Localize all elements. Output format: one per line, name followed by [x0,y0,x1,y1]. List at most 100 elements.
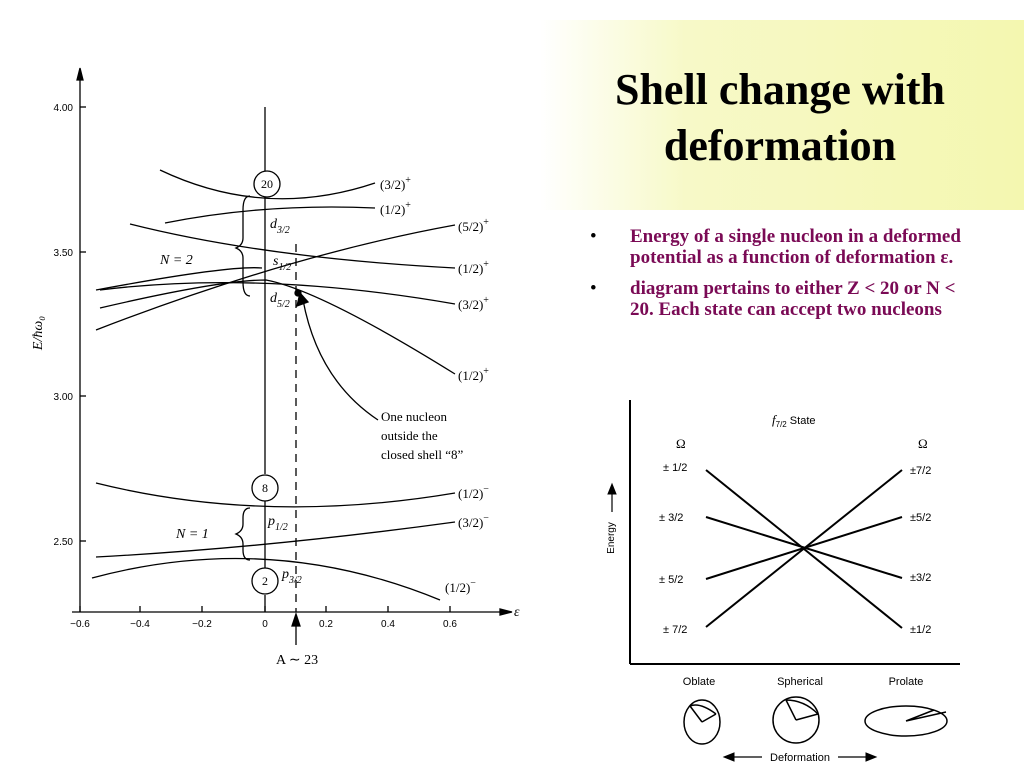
shell-circle-8 [251,474,279,502]
level-label: (1/2)+ [458,366,489,383]
subshell-letter: p [281,567,289,582]
x-tick-label: −0.6 [70,619,90,630]
bullet-text: Energy of a single nucleon in a deformed… [630,226,961,268]
left-omega-value: ± 5/2 [659,574,683,586]
f72-title-word: State [787,415,816,427]
bullet-text: diagram pertains to either Z < 20 or N <… [630,278,956,320]
deformation-arrow-left [722,752,735,762]
energy-label: Energy [606,522,617,554]
title-background [540,20,1024,210]
shell-number-2: 2 [262,574,268,588]
bullet-list: • Energy of a single nucleon in a deforme… [590,226,970,330]
y-tick-label: 4.00 [54,103,74,114]
subshell-subscript: 3/2 [288,575,302,586]
right-omega-value: ±3/2 [910,572,931,584]
level-label: (5/2)+ [458,217,489,234]
level-label-parity: + [483,295,489,306]
shell-number-8: 8 [262,481,268,495]
level-label-parity: + [483,366,489,377]
f72-title: f7/2 State [772,412,816,429]
left-omega-value: ± 7/2 [663,624,687,636]
shell-number-20: 20 [261,177,273,191]
bullet-dot: • [590,226,597,247]
level-label-value: (1/2) [445,580,470,595]
subshell-subscript: 3/2 [276,225,290,236]
level-label: (3/2)+ [458,295,489,312]
level-label-value: (3/2) [458,297,483,312]
mass-arrow-head [291,611,301,627]
x-axis-arrow [499,608,513,616]
level-label-value: (1/2) [458,486,483,501]
level-label-value: (1/2) [458,261,483,276]
subshell-letter: d [270,291,278,306]
subshell-subscript: 5/2 [277,299,290,310]
annotation-line: closed shell “8” [381,447,464,462]
oblate-cut [689,704,717,723]
level-curve [95,482,456,508]
level-label: (1/2)+ [458,259,489,276]
mass-label: A ∼ 23 [276,653,318,668]
shell-circle-20 [253,170,281,198]
nucleon-dot [294,289,302,297]
shell-group-n2: N = 2 [159,253,193,268]
level-curve [129,223,456,269]
slide-title: Shell change with deformation [560,62,1000,174]
left-omega-value: ± 3/2 [659,512,683,524]
level-label: (1/2)− [458,484,489,501]
x-tick-label: −0.2 [192,619,212,630]
x-tick-label: 0.2 [319,619,333,630]
omega-right: Ω [918,436,928,451]
right-omega-value: ±5/2 [910,512,931,524]
subshell-d32: d3/2 [270,217,290,236]
brace-n1 [234,507,251,561]
level-label-value: (1/2) [380,202,405,217]
level-label-value: (1/2) [458,368,483,383]
annotation-line: One nucleon [381,409,448,424]
y-axis-label: E/ħω₀ [31,316,46,351]
annotation-arrow [302,299,379,421]
subshell-p32: p3/2 [281,567,302,586]
y-axis-arrow [76,67,84,81]
x-tick-label: −0.4 [130,619,150,630]
y-tick-label: 3.00 [54,392,74,403]
x-tick-label: 0.6 [443,619,457,630]
subshell-letter: s [273,254,279,269]
deformation-arrow-right [865,752,878,762]
f72-title-subscript: 7/2 [776,420,788,429]
level-curve [164,206,376,224]
prolate-shape-icon [864,705,948,737]
title-line-1: Shell change with [614,65,946,114]
bullet-item: • Energy of a single nucleon in a deforme… [590,226,970,268]
annotation-line: outside the [381,428,438,443]
level-label: (3/2)+ [380,175,411,192]
subshell-subscript: 1/2 [278,262,291,273]
right-omega-value: ±1/2 [910,624,931,636]
bullet-dot: • [590,278,597,299]
level-curve [95,521,456,558]
spherical-shape-icon [772,696,820,744]
subshell-letter: d [270,217,278,232]
level-label-parity: + [483,259,489,270]
level-label-parity: − [483,513,489,524]
bullet-item: • diagram pertains to either Z < 20 or N … [590,278,970,320]
y-tick-label: 3.50 [54,248,74,259]
shape-label-prolate: Prolate [889,676,924,688]
level-label: (1/2)− [445,578,476,595]
shell-circle-2 [251,567,279,595]
level-label-parity: + [483,217,489,228]
level-curve [95,224,456,331]
deformation-label: Deformation [770,752,830,764]
level-label-parity: − [470,578,476,589]
level-label-parity: − [483,484,489,495]
f72-title-letter: f [772,412,778,427]
x-tick-label: 0 [262,619,268,630]
omega-left: Ω [676,436,686,451]
y-tick-label: 2.50 [54,537,74,548]
level-curve [99,279,456,375]
level-curve [95,267,263,291]
level-label-value: (5/2) [458,219,483,234]
spherical-cut [785,699,819,721]
subshell-d52: d5/2 [270,291,290,310]
level-label: (3/2)− [458,513,489,530]
